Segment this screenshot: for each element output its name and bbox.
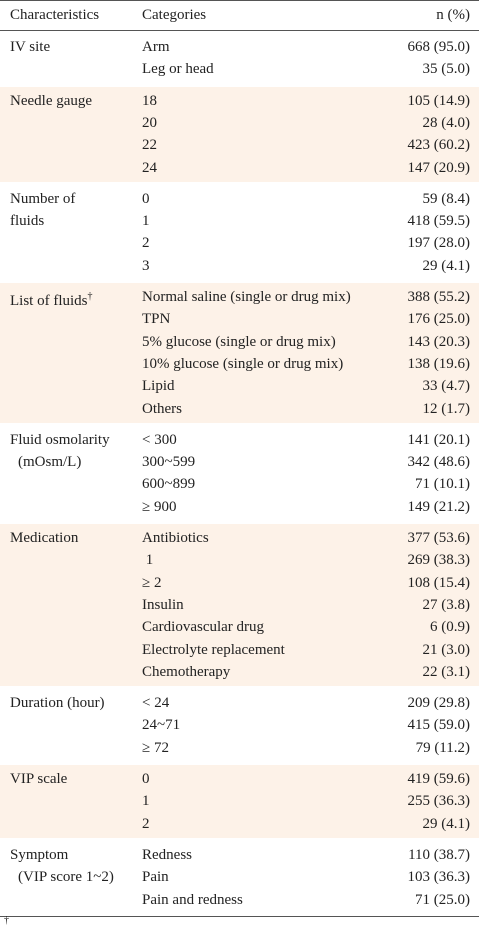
- category: Others: [142, 400, 182, 417]
- count: 342 (48.6): [407, 454, 471, 471]
- category: Chemotherapy: [142, 663, 231, 680]
- category: Pain and redness: [142, 891, 243, 908]
- count: 21 (3.0): [422, 641, 471, 658]
- count: 103 (36.3): [407, 869, 471, 886]
- characteristic: Medication: [10, 530, 79, 546]
- characteristic: VIP scale: [10, 771, 68, 787]
- footnote: †: [4, 914, 9, 926]
- category: Lipid: [142, 378, 175, 395]
- category: Pain: [142, 869, 169, 886]
- category: 300~599: [142, 454, 196, 471]
- category: 10% glucose (single or drug mix): [142, 355, 344, 372]
- characteristic: List of fluids†: [10, 291, 93, 309]
- category: Antibiotics: [142, 530, 209, 546]
- category: Redness: [142, 846, 192, 863]
- count: 423 (60.2): [407, 137, 471, 154]
- count: 418 (59.5): [407, 213, 471, 230]
- count: 149 (21.2): [407, 498, 471, 515]
- count: 28 (4.0): [422, 114, 471, 131]
- count: 668 (95.0): [407, 39, 471, 55]
- count: 141 (20.1): [407, 431, 471, 448]
- characteristic: IV site: [10, 39, 51, 55]
- count: 197 (28.0): [407, 235, 471, 252]
- count: 29 (4.1): [422, 815, 471, 832]
- count: 105 (14.9): [407, 92, 471, 109]
- count: 419 (59.6): [407, 771, 471, 787]
- header-cell: n (%): [436, 7, 470, 23]
- count: 415 (59.0): [407, 717, 471, 734]
- bottom-rule: [0, 915, 479, 917]
- count: 388 (55.2): [407, 289, 471, 305]
- category: Leg or head: [142, 61, 214, 78]
- category: Insulin: [142, 596, 184, 613]
- category: Electrolyte replacement: [142, 641, 285, 658]
- count: 22 (3.1): [422, 663, 471, 680]
- header-cell: Categories: [142, 7, 207, 23]
- category: ≥ 900: [142, 498, 177, 515]
- category: 22: [142, 137, 157, 154]
- characteristic: fluids: [10, 213, 45, 230]
- count: 6 (0.9): [430, 619, 470, 636]
- count: 110 (38.7): [408, 846, 470, 863]
- category: < 300: [142, 431, 177, 448]
- category: 2: [142, 815, 150, 832]
- count: 59 (8.4): [422, 190, 471, 207]
- row-group: [0, 86, 479, 182]
- category: < 24: [142, 695, 170, 712]
- category: 1: [142, 213, 150, 230]
- count: 255 (36.3): [407, 793, 471, 810]
- category: 3: [142, 257, 150, 274]
- count: 35 (5.0): [422, 61, 471, 78]
- characteristic: Fluid osmolarity: [10, 431, 110, 448]
- count: 209 (29.8): [407, 695, 471, 712]
- category: Arm: [142, 39, 170, 55]
- category: 20: [142, 114, 157, 131]
- count: 108 (15.4): [407, 574, 471, 591]
- category: 1: [142, 793, 150, 810]
- category: 24: [142, 159, 157, 176]
- count: 33 (4.7): [422, 378, 471, 395]
- count: 269 (38.3): [407, 552, 471, 569]
- row-group: [0, 524, 479, 687]
- characteristic: Duration (hour): [10, 695, 105, 712]
- row-group: [0, 283, 479, 423]
- category: ≥ 2: [142, 574, 162, 591]
- category: ≥ 72: [142, 739, 169, 756]
- row-group: [0, 765, 479, 838]
- count: 176 (25.0): [407, 311, 471, 328]
- category: 0: [142, 771, 150, 787]
- characteristic: Symptom: [10, 846, 69, 863]
- header-rule: [0, 30, 479, 31]
- characteristic: (mOsm/L): [18, 454, 82, 471]
- category: Cardiovascular drug: [142, 619, 265, 636]
- count: 138 (19.6): [407, 355, 471, 372]
- category: 18: [142, 92, 157, 109]
- count: 71 (10.1): [415, 476, 470, 493]
- category: 24~71: [142, 717, 181, 734]
- characteristic: (VIP score 1~2): [18, 869, 114, 886]
- footnote-mark: †: [87, 291, 93, 302]
- count: 147 (20.9): [407, 159, 471, 176]
- category: Normal saline (single or drug mix): [142, 289, 351, 305]
- count: 27 (3.8): [422, 596, 471, 613]
- category: TPN: [142, 311, 171, 328]
- header-cell: Characteristics: [10, 7, 100, 23]
- count: 71 (25.0): [415, 891, 470, 908]
- category: 0: [142, 190, 150, 207]
- characteristic: Needle gauge: [10, 92, 93, 109]
- category: 2: [142, 235, 150, 252]
- category: 600~899: [142, 476, 196, 493]
- top-rule: [0, 0, 479, 1]
- count: 12 (1.7): [422, 400, 471, 417]
- count: 143 (20.3): [407, 333, 471, 350]
- count: 79 (11.2): [415, 739, 470, 756]
- count: 29 (4.1): [422, 257, 471, 274]
- category: 1: [142, 552, 154, 569]
- category: 5% glucose (single or drug mix): [142, 333, 336, 350]
- characteristic: Number of: [10, 190, 76, 207]
- count: 377 (53.6): [407, 530, 471, 546]
